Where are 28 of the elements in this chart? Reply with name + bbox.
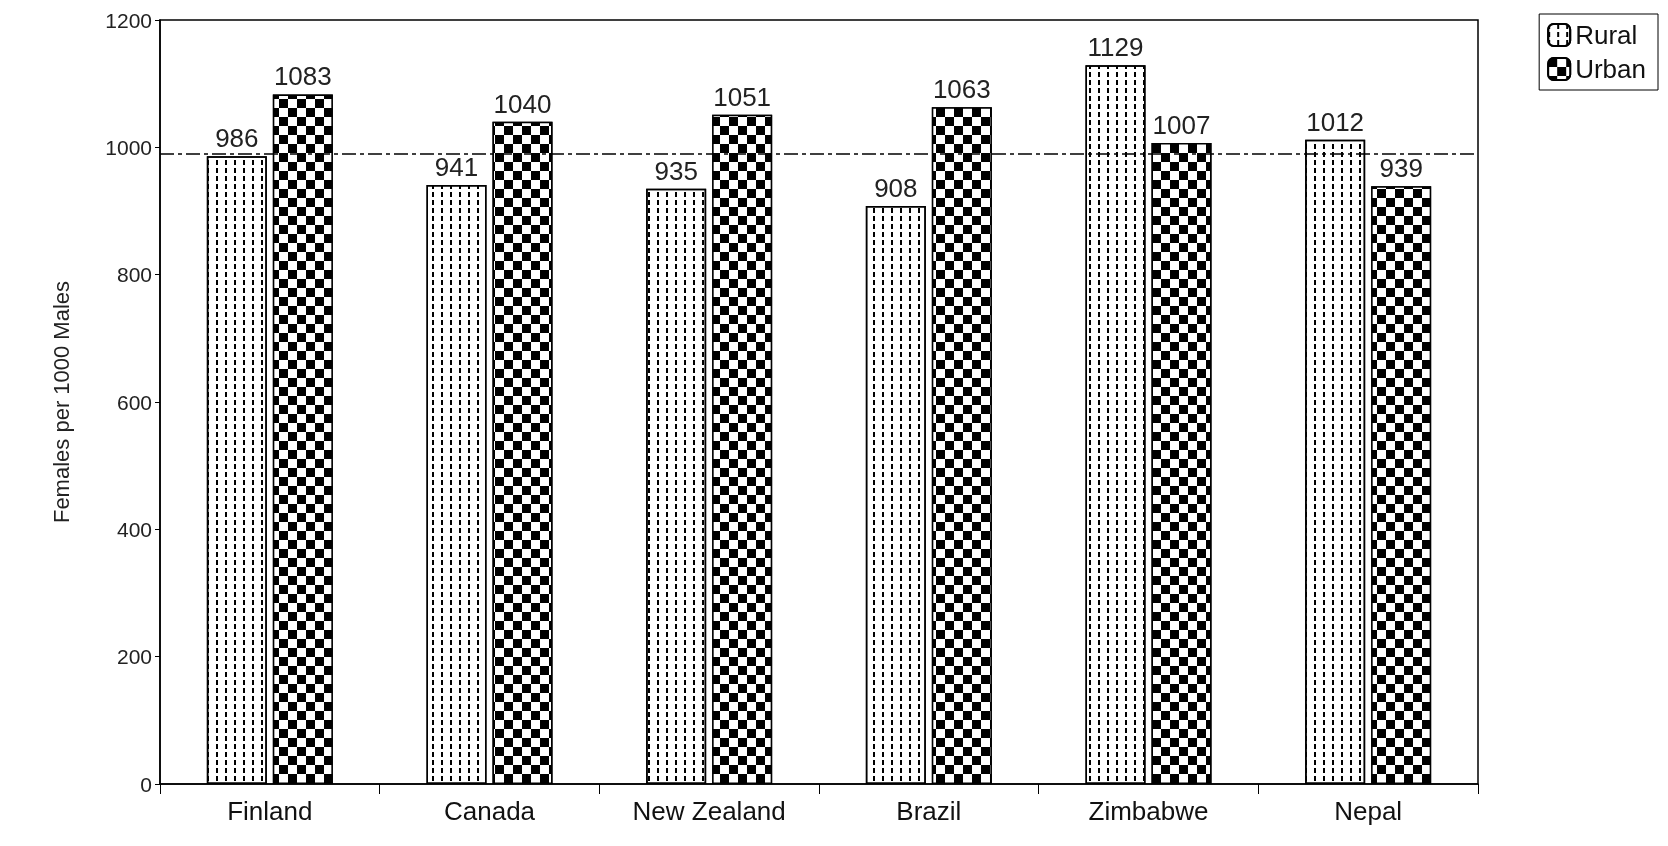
data-label: 1007 <box>1152 109 1211 140</box>
data-label: 1129 <box>1087 32 1144 63</box>
x-tick-label: Zimbabwe <box>1088 796 1209 826</box>
x-tick-label: Nepal <box>1334 796 1403 826</box>
y-tick-label: 600 <box>116 390 152 414</box>
data-label: 1063 <box>932 74 991 105</box>
y-tick-label: 0 <box>140 772 152 796</box>
data-label: 1083 <box>273 61 332 92</box>
x-tick-label: Canada <box>443 796 536 826</box>
x-tick-label: Brazil <box>896 796 962 826</box>
y-tick-label: 800 <box>116 263 152 287</box>
data-label: 1040 <box>493 88 552 119</box>
legend-label: Rural <box>1575 20 1638 50</box>
data-label: 941 <box>434 151 479 182</box>
legend-label: Urban <box>1575 54 1647 84</box>
y-tick-label: 1000 <box>105 135 152 159</box>
y-tick-label: 200 <box>116 645 152 669</box>
data-label: 1012 <box>1306 106 1365 137</box>
y-tick-label: 1200 <box>105 8 152 32</box>
data-label: 986 <box>215 123 259 154</box>
x-tick-label: Finland <box>227 796 313 826</box>
data-label: 1051 <box>713 81 772 112</box>
y-axis-title: Females per 1000 Males <box>48 280 74 524</box>
y-tick-label: 400 <box>116 517 152 541</box>
data-label: 939 <box>1379 153 1423 184</box>
x-tick-label: New Zealand <box>632 796 786 826</box>
data-label: 935 <box>654 155 698 186</box>
data-label: 908 <box>874 172 918 203</box>
